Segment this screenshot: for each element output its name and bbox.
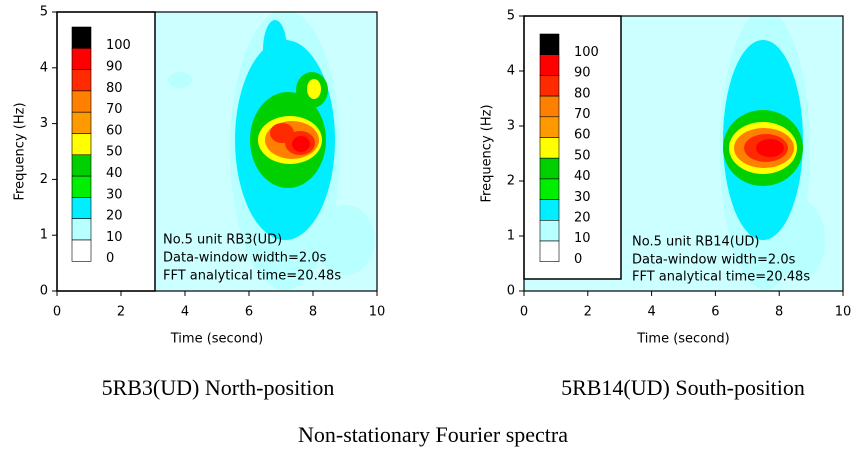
- colorbar-cell: [71, 154, 92, 177]
- colorbar-cell: [539, 178, 560, 200]
- colorbar-cell: [71, 197, 92, 219]
- y-tick-label: 2: [507, 174, 515, 189]
- y-tick-label: 2: [40, 172, 48, 187]
- colorbar-cell: [71, 133, 92, 156]
- colorbar-cell: [539, 157, 560, 180]
- colorbar-cell: [539, 240, 560, 263]
- y-tick-label: 1: [40, 228, 48, 243]
- colorbar-label: 90: [106, 59, 123, 74]
- colorbar-label: 30: [574, 190, 591, 205]
- x-tick-label: 10: [835, 305, 852, 320]
- colorbar-label: 100: [106, 38, 131, 53]
- colorbar-label: 90: [574, 66, 591, 81]
- x-tick-label: 8: [309, 305, 317, 320]
- legend-box: [523, 15, 622, 280]
- x-tick-label: 0: [520, 305, 528, 320]
- x-tick-label: 4: [647, 305, 655, 320]
- y-tick-label: 5: [507, 9, 515, 24]
- x-axis-label: Time (second): [636, 332, 729, 347]
- x-tick-label: 8: [775, 305, 783, 320]
- colorbar-label: 40: [574, 169, 591, 184]
- colorbar-label: 60: [574, 128, 591, 143]
- annotation: No.5 unit RB14(UD): [632, 235, 759, 250]
- y-tick-label: 5: [40, 5, 48, 20]
- annotation: No.5 unit RB3(UD): [163, 233, 282, 248]
- colorbar-cell: [71, 218, 92, 241]
- annotation: FFT analytical time=20.48s: [163, 269, 341, 284]
- x-tick-label: 6: [245, 305, 253, 320]
- colorbar-label: 0: [106, 251, 114, 266]
- x-axis-label: Time (second): [170, 332, 263, 347]
- colorbar-label: 80: [106, 81, 123, 96]
- colorbar-cell: [71, 239, 92, 262]
- y-tick-label: 0: [40, 284, 48, 299]
- panel-caption: 5RB14(UD) South-position: [561, 375, 805, 400]
- colorbar-label: 70: [106, 102, 123, 117]
- y-tick-label: 4: [40, 60, 48, 75]
- colorbar-cell: [71, 26, 92, 49]
- annotation: Data-window width=2.0s: [163, 251, 327, 266]
- colorbar-cell: [71, 90, 92, 113]
- contour-field: [720, 16, 825, 290]
- colorbar-label: 40: [106, 166, 123, 181]
- colorbar-label: 50: [106, 145, 123, 160]
- y-tick-label: 1: [507, 229, 515, 244]
- y-tick-label: 3: [507, 119, 515, 134]
- y-axis-label: Frequency (Hz): [480, 104, 495, 202]
- annotation: FFT analytical time=20.48s: [632, 270, 810, 285]
- colorbar-label: 100: [574, 45, 599, 60]
- colorbar-cell: [539, 220, 560, 242]
- y-tick-label: 0: [507, 284, 515, 299]
- colorbar-cell: [71, 111, 92, 134]
- colorbar-label: 30: [106, 187, 123, 202]
- colorbar-label: 60: [106, 123, 123, 138]
- plot-frame: [523, 15, 844, 292]
- figure-caption: Non-stationary Fourier spectra: [298, 422, 568, 447]
- colorbar-cell: [539, 33, 560, 56]
- y-tick-label: 3: [40, 116, 48, 131]
- colorbar-cell: [539, 54, 560, 76]
- x-tick-label: 0: [53, 305, 61, 320]
- colorbar-cell: [71, 47, 92, 70]
- y-axis-label: Frequency (Hz): [13, 102, 28, 200]
- colorbar-label: 20: [106, 209, 123, 224]
- x-tick-label: 10: [369, 305, 386, 320]
- colorbar-label: 0: [574, 252, 582, 267]
- colorbar-label: 70: [574, 107, 591, 122]
- colorbar-cell: [71, 175, 92, 198]
- panel-caption: 5RB3(UD) North-position: [102, 375, 335, 400]
- x-tick-label: 4: [181, 305, 189, 320]
- colorbar-cell: [539, 137, 560, 159]
- colorbar-cell: [539, 95, 560, 118]
- colorbar-cell: [539, 75, 560, 97]
- colorbar-label: 80: [574, 86, 591, 101]
- contour-field: [168, 12, 375, 290]
- x-tick-label: 6: [711, 305, 719, 320]
- plot-frame: [56, 11, 378, 292]
- colorbar-cell: [71, 69, 92, 92]
- colorbar-label: 10: [106, 230, 123, 245]
- y-tick-label: 4: [507, 64, 515, 79]
- colorbar-cell: [539, 116, 560, 138]
- colorbar-label: 50: [574, 148, 591, 163]
- x-tick-label: 2: [584, 305, 592, 320]
- colorbar-cell: [539, 199, 560, 221]
- colorbar-label: 20: [574, 210, 591, 225]
- annotation: Data-window width=2.0s: [632, 253, 796, 268]
- x-tick-label: 2: [117, 305, 125, 320]
- colorbar-label: 10: [574, 231, 591, 246]
